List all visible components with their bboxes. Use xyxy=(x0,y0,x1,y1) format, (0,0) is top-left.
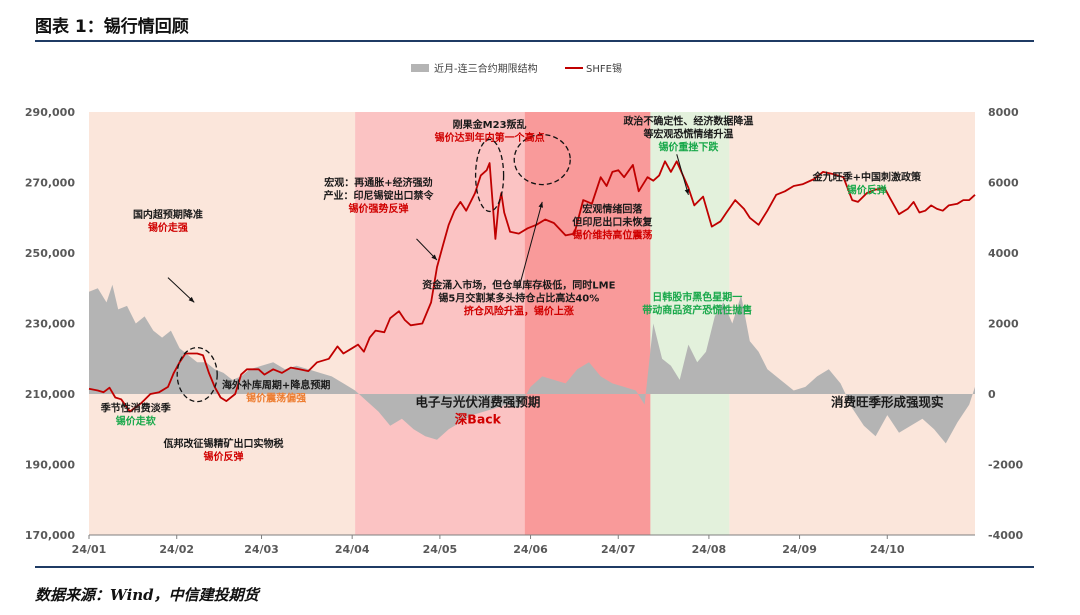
x-tick-label: 24/08 xyxy=(692,543,727,556)
y-right-tick-label: 6000 xyxy=(988,177,1019,190)
shfe-tin-line xyxy=(88,160,976,413)
annotation-text: 但印尼出口未恢复 xyxy=(571,215,653,228)
annotation-arrow-head xyxy=(538,201,543,208)
annotation-text: 挤仓风险升温，锡价上涨 xyxy=(464,304,574,317)
annotation-text: 锡价强势反弹 xyxy=(348,202,408,215)
annotation-text: 锡价重挫下跌 xyxy=(658,140,719,153)
y-left-tick-label: 170,000 xyxy=(25,529,75,542)
annotation-arrow-line xyxy=(167,277,195,303)
x-tick-label: 24/10 xyxy=(870,543,905,556)
bottom-rule xyxy=(35,566,1034,568)
annotation-text: 锡价走强 xyxy=(148,221,188,234)
annotation-arrow-head xyxy=(431,254,437,260)
annotation-text: 宏观：再通胀+经济强劲 xyxy=(324,176,432,189)
y-left-tick-label: 190,000 xyxy=(25,459,75,472)
x-tick-label: 24/06 xyxy=(513,543,548,556)
y-left-tick-label: 290,000 xyxy=(25,106,75,119)
annotation-text: 电子与光伏消费强预期 xyxy=(415,394,540,409)
annotation-6: 资金涌入市场，但仓单库存极低，同时LME锡5月交割某多头持仓占比高达40%挤仓风… xyxy=(422,278,615,317)
y-left-tick-label: 270,000 xyxy=(25,177,75,190)
annotation-text: 锡价反弹 xyxy=(847,184,887,197)
annotation-text: 政治不确定性、经济数据降温 xyxy=(623,114,753,127)
annotation-text: 金九旺季+中国刺激政策 xyxy=(812,171,922,184)
annotation-text: 产业：印尼锡锭出口禁令 xyxy=(323,189,434,202)
annotation-text: 等宏观恐慌情绪升温 xyxy=(643,127,733,140)
annotation-arrow-line xyxy=(518,201,543,289)
top-rule xyxy=(35,40,1034,42)
shaded-period-2 xyxy=(524,112,651,535)
x-tick-label: 24/01 xyxy=(72,543,107,556)
legend: 近月-连三合约期限结构 SHFE锡 xyxy=(411,62,622,75)
annotation-text: 锡价维持高位震荡 xyxy=(572,228,652,241)
annotation-12: 消费旺季形成强现实 xyxy=(831,394,944,409)
shaded-period-1 xyxy=(355,112,525,535)
figure-title: 图表 1：锡行情回顾 xyxy=(35,17,189,37)
annotation-text: 国内超预期降准 xyxy=(133,208,203,221)
annotation-text: 刚果金M23叛乱 xyxy=(453,118,527,131)
shaded-period-4 xyxy=(729,112,975,535)
annotation-text: 佤邦改征锡精矿出口实物税 xyxy=(164,437,284,450)
annotation-arrow-head xyxy=(684,188,690,195)
legend-swatch-spread xyxy=(411,64,429,72)
annotation-text: 宏观情绪回落 xyxy=(582,202,643,215)
y-right-tick-label: -2000 xyxy=(988,459,1024,472)
annotation-text: 消费旺季形成强现实 xyxy=(831,394,944,409)
annotation-text: 季节性消费淡季 xyxy=(100,402,172,415)
y-left-tick-label: 250,000 xyxy=(25,247,75,260)
x-tick-label: 24/09 xyxy=(782,543,817,556)
y-right-tick-label: 0 xyxy=(988,388,996,401)
y-left-tick-label: 210,000 xyxy=(25,388,75,401)
highlight-circle xyxy=(176,346,218,403)
highlight-circle xyxy=(513,133,571,186)
source-note: 数据来源：Wind，中信建投期货 xyxy=(35,586,259,604)
y-right-tick-label: -4000 xyxy=(988,529,1024,542)
x-tick-label: 24/05 xyxy=(423,543,458,556)
y-right-tick-label: 4000 xyxy=(988,247,1019,260)
x-tick-label: 24/07 xyxy=(601,543,636,556)
x-tick-label: 24/04 xyxy=(335,543,370,556)
annotation-arrow-line xyxy=(676,154,689,195)
y-right-tick-label: 2000 xyxy=(988,318,1019,331)
x-tick-label: 24/02 xyxy=(159,543,194,556)
y-right-tick-label: 8000 xyxy=(988,106,1019,119)
annotation-text: 资金涌入市场，但仓单库存极低，同时LME xyxy=(422,278,615,291)
annotation-text: 深Back xyxy=(455,411,502,426)
annotation-text: 海外补库周期+降息预期 xyxy=(222,379,330,392)
annotation-arrow-head xyxy=(188,296,195,303)
annotation-text: 锡价震荡偏强 xyxy=(246,392,306,405)
annotation-text: 锡价走软 xyxy=(116,415,156,428)
annotation-text: 带动商品资产恐慌性抛售 xyxy=(642,304,752,317)
annotation-text: 锡价反弹 xyxy=(204,450,244,463)
legend-label-shfe: SHFE锡 xyxy=(586,62,622,75)
annotation-text: 锡5月交割某多头持仓占比高达40% xyxy=(438,291,599,304)
legend-label-spread: 近月-连三合约期限结构 xyxy=(434,62,538,75)
highlight-circle xyxy=(474,138,505,213)
annotation-text: 日韩股市黑色星期一 xyxy=(652,291,742,304)
x-tick-label: 24/03 xyxy=(244,543,279,556)
y-left-tick-label: 230,000 xyxy=(25,318,75,331)
annotation-text: 锡价达到年内第一个高点 xyxy=(435,131,545,144)
